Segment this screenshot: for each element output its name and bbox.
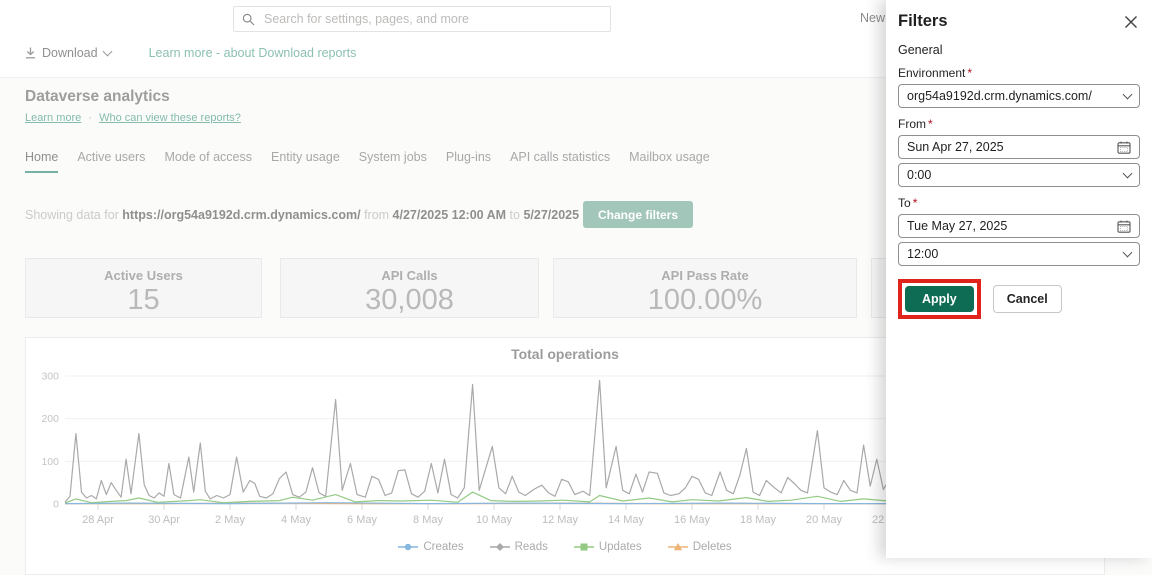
- creates-marker-icon: [398, 543, 419, 551]
- card-title: API Calls: [381, 268, 438, 283]
- legend-reads: Reads: [489, 541, 548, 553]
- to-time-value: 12:00: [907, 247, 939, 261]
- svg-text:18 May: 18 May: [740, 514, 777, 526]
- svg-text:0: 0: [53, 499, 59, 511]
- svg-text:300: 300: [41, 371, 59, 383]
- filters-panel: Filters General Environment * org54a9192d…: [886, 0, 1152, 558]
- tab-home[interactable]: Home: [25, 150, 59, 173]
- separator-dot: ·: [88, 112, 92, 124]
- chevron-down-icon: [102, 46, 113, 56]
- tab-mode-of-access[interactable]: Mode of access: [164, 150, 252, 164]
- summary-url: https://org54a9192d.crm.dynamics.com/: [122, 208, 361, 222]
- from-time-dropdown[interactable]: 0:00: [898, 163, 1140, 187]
- from-label: From *: [898, 117, 933, 131]
- required-asterisk: *: [912, 196, 918, 210]
- global-search[interactable]: [233, 6, 611, 32]
- summary-from-word: from: [364, 208, 390, 222]
- chart-legend: Creates Reads Updates Deletes: [26, 541, 1104, 553]
- environment-value: org54a9192d.crm.dynamics.com/: [907, 89, 1092, 103]
- card-title: API Pass Rate: [661, 268, 749, 283]
- summary-to-word: to: [509, 208, 520, 222]
- red-annotation-box: Apply: [898, 279, 981, 319]
- filter-summary: Showing data for https://org54a9192d.crm…: [25, 208, 637, 222]
- tab-plug-ins[interactable]: Plug-ins: [445, 150, 492, 164]
- card-value: 30,008: [365, 284, 454, 316]
- card-active-users: Active Users 15: [25, 258, 262, 318]
- learn-more-link[interactable]: Learn more: [25, 112, 82, 124]
- svg-text:100: 100: [41, 456, 59, 468]
- tab-mailbox-usage[interactable]: Mailbox usage: [629, 150, 710, 164]
- to-date-value: Tue May 27, 2025: [907, 219, 1008, 233]
- svg-text:10 May: 10 May: [476, 514, 513, 526]
- apply-button[interactable]: Apply: [905, 286, 974, 312]
- change-filters-button[interactable]: Change filters: [583, 201, 694, 228]
- download-button[interactable]: Download: [25, 46, 113, 60]
- new-look-label: New: [860, 11, 886, 25]
- svg-text:20 May: 20 May: [806, 514, 843, 526]
- svg-text:2 May: 2 May: [215, 514, 245, 526]
- svg-text:28 Apr: 28 Apr: [82, 514, 114, 526]
- card-api-pass-rate: API Pass Rate 100.00%: [553, 258, 857, 318]
- legend-updates: Updates: [573, 541, 642, 553]
- search-input[interactable]: [262, 11, 602, 27]
- tab-entity-usage[interactable]: Entity usage: [270, 150, 340, 164]
- svg-text:4 May: 4 May: [281, 514, 311, 526]
- close-icon[interactable]: [1122, 13, 1140, 31]
- chevron-down-icon: [1122, 89, 1133, 100]
- svg-text:6 May: 6 May: [347, 514, 377, 526]
- summary-prefix: Showing data for: [25, 208, 119, 222]
- svg-text:30 Apr: 30 Apr: [148, 514, 180, 526]
- deletes-marker-icon: [667, 543, 688, 551]
- svg-text:200: 200: [41, 413, 59, 425]
- chevron-down-icon: [1122, 168, 1133, 179]
- environment-label: Environment *: [898, 66, 973, 80]
- legend-label: Creates: [423, 541, 464, 553]
- tab-active-users[interactable]: Active users: [77, 150, 146, 164]
- analytics-tabs: Home Active users Mode of access Entity …: [25, 150, 710, 173]
- download-label: Download: [42, 46, 98, 60]
- search-icon: [242, 13, 255, 26]
- calendar-icon[interactable]: [1117, 220, 1131, 233]
- reads-marker-icon: [489, 543, 510, 551]
- summary-from-value: 4/27/2025 12:00 AM: [392, 208, 507, 222]
- total-operations-chart: 0 100 200 300 28 Apr 30 Apr 2 May 4 May 6 May 8 M…: [41, 371, 1098, 526]
- from-date-value: Sun Apr 27, 2025: [907, 140, 1004, 154]
- legend-label: Updates: [598, 541, 642, 553]
- legend-creates: Creates: [398, 541, 464, 553]
- chart-title: Total operations: [511, 346, 619, 362]
- from-date-input[interactable]: Sun Apr 27, 2025: [898, 135, 1140, 159]
- svg-text:8 May: 8 May: [413, 514, 443, 526]
- cancel-button[interactable]: Cancel: [992, 285, 1062, 313]
- tab-system-jobs[interactable]: System jobs: [358, 150, 427, 164]
- svg-text:14 May: 14 May: [608, 514, 645, 526]
- general-section-label: General: [898, 43, 943, 57]
- card-value: 15: [127, 284, 160, 316]
- tab-api-calls-statistics[interactable]: API calls statistics: [510, 150, 611, 164]
- environment-dropdown[interactable]: org54a9192d.crm.dynamics.com/: [898, 84, 1140, 108]
- chevron-down-icon: [1122, 247, 1133, 258]
- from-time-value: 0:00: [907, 168, 932, 182]
- who-can-view-link[interactable]: Who can view these reports?: [99, 112, 241, 124]
- updates-marker-icon: [573, 543, 594, 551]
- required-asterisk: *: [928, 117, 933, 131]
- to-date-input[interactable]: Tue May 27, 2025: [898, 214, 1140, 238]
- legend-label: Deletes: [692, 541, 732, 553]
- legend-label: Reads: [514, 541, 548, 553]
- svg-text:12 May: 12 May: [542, 514, 579, 526]
- page-sublinks: Learn more · Who can view these reports?: [25, 112, 241, 124]
- legend-deletes: Deletes: [667, 541, 732, 553]
- download-icon: [25, 47, 36, 59]
- learn-more-download-link[interactable]: Learn more - about Download reports: [148, 46, 357, 60]
- to-label: To *: [898, 196, 918, 210]
- filters-panel-title: Filters: [898, 12, 948, 30]
- card-value: 100.00%: [647, 284, 763, 316]
- required-asterisk: *: [967, 66, 973, 80]
- svg-text:16 May: 16 May: [674, 514, 711, 526]
- page-title: Dataverse analytics: [25, 88, 170, 105]
- to-time-dropdown[interactable]: 12:00: [898, 242, 1140, 266]
- card-api-calls: API Calls 30,008: [280, 258, 539, 318]
- card-title: Active Users: [104, 268, 183, 283]
- calendar-icon[interactable]: [1117, 141, 1131, 154]
